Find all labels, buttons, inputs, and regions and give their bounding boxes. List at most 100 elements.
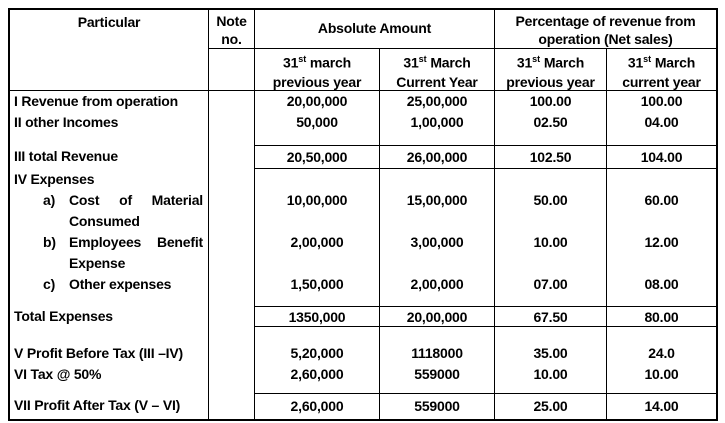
amount-previous-year: 1,50,000	[255, 274, 380, 295]
row-label: VI Tax @ 50%	[10, 364, 209, 385]
row-label: Total Expenses	[10, 306, 209, 327]
note-line2: no.	[221, 31, 242, 47]
row-label: b) Employees Benefit	[10, 232, 209, 253]
row-label: V Profit Before Tax (III –IV)	[10, 343, 209, 364]
note-cell	[209, 306, 255, 327]
col-header-particular: Particular	[10, 10, 209, 90]
pct-current-year: 80.00	[607, 306, 716, 327]
note-cell	[209, 232, 255, 253]
row-other-expenses: c) Other expenses 1,50,000 2,00,000 07.00…	[10, 274, 716, 295]
col-header-amount-current-year: 31st March Current Year	[380, 49, 495, 90]
row-label: c) Other expenses	[10, 274, 209, 295]
row-label: I Revenue from operation	[10, 91, 209, 112]
list-marker: c)	[43, 276, 56, 292]
amount-previous-year: 2,00,000	[255, 232, 380, 253]
amount-previous-year: 50,000	[255, 112, 380, 133]
percentage-line1: Percentage of revenue from	[515, 13, 696, 29]
note-cell	[209, 91, 255, 112]
note-header-empty-cell	[209, 49, 255, 90]
col-header-pct-previous-year: 31st March previous year	[495, 49, 607, 90]
row-label-continuation: Consumed	[10, 211, 209, 232]
amount-current-year: 2,00,000	[380, 274, 495, 295]
pct-current-year: 14.00	[607, 393, 716, 419]
row-employees-benefit-cont: Expense	[10, 253, 716, 274]
row-revenue-from-operation: I Revenue from operation 20,00,000 25,00…	[10, 91, 716, 112]
row-label: a) Cost of Material	[10, 190, 209, 211]
amount-current-year: 3,00,000	[380, 232, 495, 253]
amount-previous-year: 1350,000	[255, 306, 380, 327]
amount-current-year: 25,00,000	[380, 91, 495, 112]
table-header: Particular Note no. Absolute Amount Perc…	[10, 10, 716, 91]
row-cost-of-material: a) Cost of Material 10,00,000 15,00,000 5…	[10, 190, 716, 211]
pct-current-year: 100.00	[640, 93, 683, 109]
note-cell	[209, 343, 255, 364]
row-tax: VI Tax @ 50% 2,60,000 559000 10.00 10.00	[10, 364, 716, 385]
st-superscript: st	[298, 54, 307, 64]
amount-current-year: 26,00,000	[380, 145, 495, 169]
note-cell	[209, 393, 255, 419]
list-marker: b)	[43, 234, 56, 250]
spacer-row	[10, 133, 716, 145]
amount-previous-year: 5,20,000	[255, 343, 380, 364]
pct-previous-year: 102.50	[495, 145, 607, 169]
row-expenses-heading: IV Expenses	[10, 169, 716, 190]
pct-current-year: 10.00	[644, 366, 679, 382]
note-line1: Note	[216, 13, 247, 29]
list-marker: a)	[43, 192, 56, 208]
note-cell	[209, 274, 255, 295]
pct-previous-year: 10.00	[495, 364, 607, 385]
col-header-note-no: Note no.	[209, 10, 255, 49]
note-cell	[209, 145, 255, 169]
pct-previous-year: 67.50	[495, 306, 607, 327]
row-label: III total Revenue	[10, 145, 209, 169]
pct-current-year: 08.00	[644, 276, 679, 292]
row-total-revenue: III total Revenue 20,50,000 26,00,000 10…	[10, 145, 716, 169]
note-cell	[209, 112, 255, 133]
row-label: IV Expenses	[10, 169, 209, 190]
pct-current-year: 24.0	[648, 345, 675, 361]
col-group-header-percentage: Percentage of revenue from operation (Ne…	[495, 10, 716, 49]
amount-previous-year: 2,60,000	[255, 393, 380, 419]
row-label: II other Incomes	[10, 112, 209, 133]
spacer-row	[10, 327, 716, 343]
amount-previous-year: 10,00,000	[255, 190, 380, 211]
st-superscript: st	[532, 54, 541, 64]
st-superscript: st	[643, 54, 652, 64]
amount-current-year: 1,00,000	[380, 112, 495, 133]
row-total-expenses: Total Expenses 1350,000 20,00,000 67.50 …	[10, 306, 716, 327]
row-profit-before-tax: V Profit Before Tax (III –IV) 5,20,000 1…	[10, 343, 716, 364]
amount-previous-year: 2,60,000	[255, 364, 380, 385]
pct-previous-year: 25.00	[495, 393, 607, 419]
pct-previous-year: 07.00	[495, 274, 607, 295]
pct-previous-year: 02.50	[495, 112, 607, 133]
income-statement-table: Particular Note no. Absolute Amount Perc…	[8, 8, 718, 421]
pct-current-year: 12.00	[644, 234, 679, 250]
amount-previous-year: 20,50,000	[255, 145, 380, 169]
percentage-line2: operation (Net sales)	[538, 31, 673, 47]
row-profit-after-tax: VII Profit After Tax (V – VI) 2,60,000 5…	[10, 393, 716, 419]
amount-current-year: 15,00,000	[380, 190, 495, 211]
pct-previous-year: 35.00	[495, 343, 607, 364]
pct-previous-year: 50.00	[495, 190, 607, 211]
pct-current-year: 104.00	[607, 145, 716, 169]
col-header-amount-previous-year: 31st march previous year	[255, 49, 380, 90]
row-label-continuation: Expense	[10, 253, 209, 274]
row-label: VII Profit After Tax (V – VI)	[10, 393, 209, 419]
row-cost-of-material-cont: Consumed	[10, 211, 716, 232]
note-cell	[209, 169, 255, 190]
note-cell	[209, 364, 255, 385]
col-group-header-absolute-amount: Absolute Amount	[255, 10, 495, 49]
spacer-row	[10, 295, 716, 306]
spacer-row	[10, 385, 716, 393]
st-superscript: st	[418, 54, 427, 64]
amount-current-year: 559000	[380, 393, 495, 419]
amount-current-year: 1118000	[380, 343, 495, 364]
amount-current-year: 559000	[380, 364, 495, 385]
amount-previous-year: 20,00,000	[255, 91, 380, 112]
row-other-incomes: II other Incomes 50,000 1,00,000 02.50 0…	[10, 112, 716, 133]
note-cell	[209, 190, 255, 211]
pct-current-year: 04.00	[644, 114, 679, 130]
col-header-pct-current-year: 31st March current year	[622, 54, 701, 90]
pct-previous-year: 100.00	[495, 91, 607, 112]
row-employees-benefit: b) Employees Benefit 2,00,000 3,00,000 10…	[10, 232, 716, 253]
